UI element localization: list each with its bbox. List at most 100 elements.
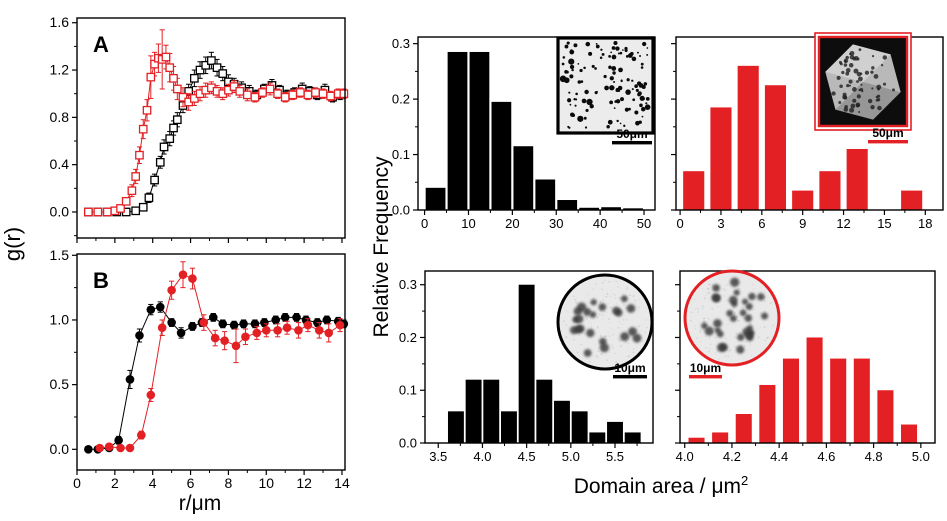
y-tick-label: 0.0: [50, 441, 70, 457]
histogram-bar: [447, 411, 464, 443]
domain-dot: [563, 77, 570, 84]
data-point-circle: [239, 319, 248, 329]
data-point-circle: [104, 442, 114, 452]
domain-dot: [641, 84, 646, 89]
speckle: [621, 302, 624, 304]
inset-square-dots: 50μm: [556, 36, 655, 145]
speckle: [738, 287, 741, 290]
domain-dot: [634, 84, 638, 88]
histogram-bar: [624, 432, 641, 443]
domain-dot: [712, 284, 720, 292]
speckle: [617, 337, 619, 340]
gr-axis-label: g(r): [0, 226, 25, 262]
domain-area-label-sup: 2: [741, 473, 749, 488]
speckle: [615, 280, 617, 283]
domain-dot: [882, 82, 887, 86]
data-point-square: [207, 56, 216, 65]
speckle: [704, 297, 706, 299]
y-tick-label: 0.5: [50, 376, 70, 392]
speckle: [742, 317, 744, 320]
domain-dot: [892, 88, 895, 92]
r-axis-label: r/μm: [178, 492, 222, 515]
data-point-square: [311, 88, 320, 97]
speckle: [575, 301, 577, 304]
speckle: [596, 316, 599, 319]
domain-dot: [858, 88, 861, 92]
speckle: [596, 325, 599, 328]
data-point-square: [258, 88, 267, 97]
panel-letter-label: A: [93, 32, 109, 57]
data-point-circle: [155, 302, 165, 312]
speckle: [735, 346, 738, 348]
speckle: [608, 318, 611, 321]
domain-dot: [719, 343, 728, 352]
speckle: [764, 311, 766, 313]
domain-dot: [569, 103, 572, 106]
domain-dot: [845, 55, 849, 60]
domain-dot: [612, 306, 621, 315]
speckle: [644, 331, 646, 334]
domain-dot: [850, 103, 856, 109]
speckle: [723, 295, 726, 297]
x-tick-label: 12: [836, 216, 850, 231]
inset-scale-label: 10μm: [690, 361, 721, 375]
speckle: [594, 317, 596, 319]
x-tick-label: 5.5: [606, 449, 624, 464]
speckle: [602, 281, 604, 284]
histogram-bar: [830, 358, 847, 443]
data-point-square: [242, 90, 252, 100]
speckle: [734, 346, 736, 348]
domain-dot: [639, 103, 643, 108]
domain-dot: [566, 41, 570, 45]
data-point-circle: [260, 318, 269, 327]
histogram-bar: [735, 413, 752, 443]
speckle: [736, 315, 738, 318]
speckle: [646, 326, 648, 329]
speckle: [610, 327, 612, 329]
domain-dot: [640, 62, 644, 66]
data-point-square: [127, 186, 137, 196]
domain-dot: [646, 53, 649, 56]
speckle: [611, 344, 614, 346]
speckle: [714, 352, 716, 354]
domain-dot: [579, 68, 583, 73]
domain-dot: [701, 322, 708, 330]
data-point-circle: [218, 319, 228, 329]
speckle: [623, 342, 625, 344]
y-tick-label: 0.2: [399, 330, 417, 345]
speckle: [749, 342, 751, 344]
hist-red-large-plot: 0 3 6 9 12 15 18 50μm: [671, 32, 944, 231]
domain-dot: [595, 42, 598, 45]
domain-dot: [595, 44, 600, 49]
data-point-square: [235, 86, 245, 96]
domain-dot: [613, 40, 618, 46]
speckle: [741, 306, 744, 309]
panel-A-plot: 0.0 0.4 0.8 1.2 1.6 A: [50, 14, 349, 243]
speckle: [726, 299, 728, 301]
domain-dot: [857, 76, 863, 82]
relative-frequency-axis-label: Relative Frequency: [370, 156, 393, 338]
domain-dot: [617, 52, 620, 55]
histogram-bar: [579, 207, 600, 210]
domain-dot: [643, 82, 648, 86]
domain-dot: [848, 84, 851, 87]
speckle: [637, 325, 640, 328]
domain-dot: [739, 309, 747, 317]
data-point-circle: [95, 443, 105, 453]
data-point-square: [142, 105, 152, 115]
panel-letter-label: B: [93, 268, 109, 293]
domain-dot: [625, 55, 629, 58]
speckle: [634, 299, 637, 302]
data-point-square: [189, 94, 199, 103]
speckle: [708, 347, 711, 350]
domain-dot: [871, 54, 875, 58]
domain-dot: [637, 91, 642, 96]
speckle: [606, 359, 608, 361]
domain-dot: [757, 293, 765, 301]
histogram-bar: [601, 207, 621, 210]
domain-dot: [726, 309, 734, 317]
domain-dot: [574, 104, 577, 107]
domain-dot: [856, 94, 861, 99]
x-tick-label: 6: [187, 475, 195, 491]
speckle: [596, 327, 599, 329]
